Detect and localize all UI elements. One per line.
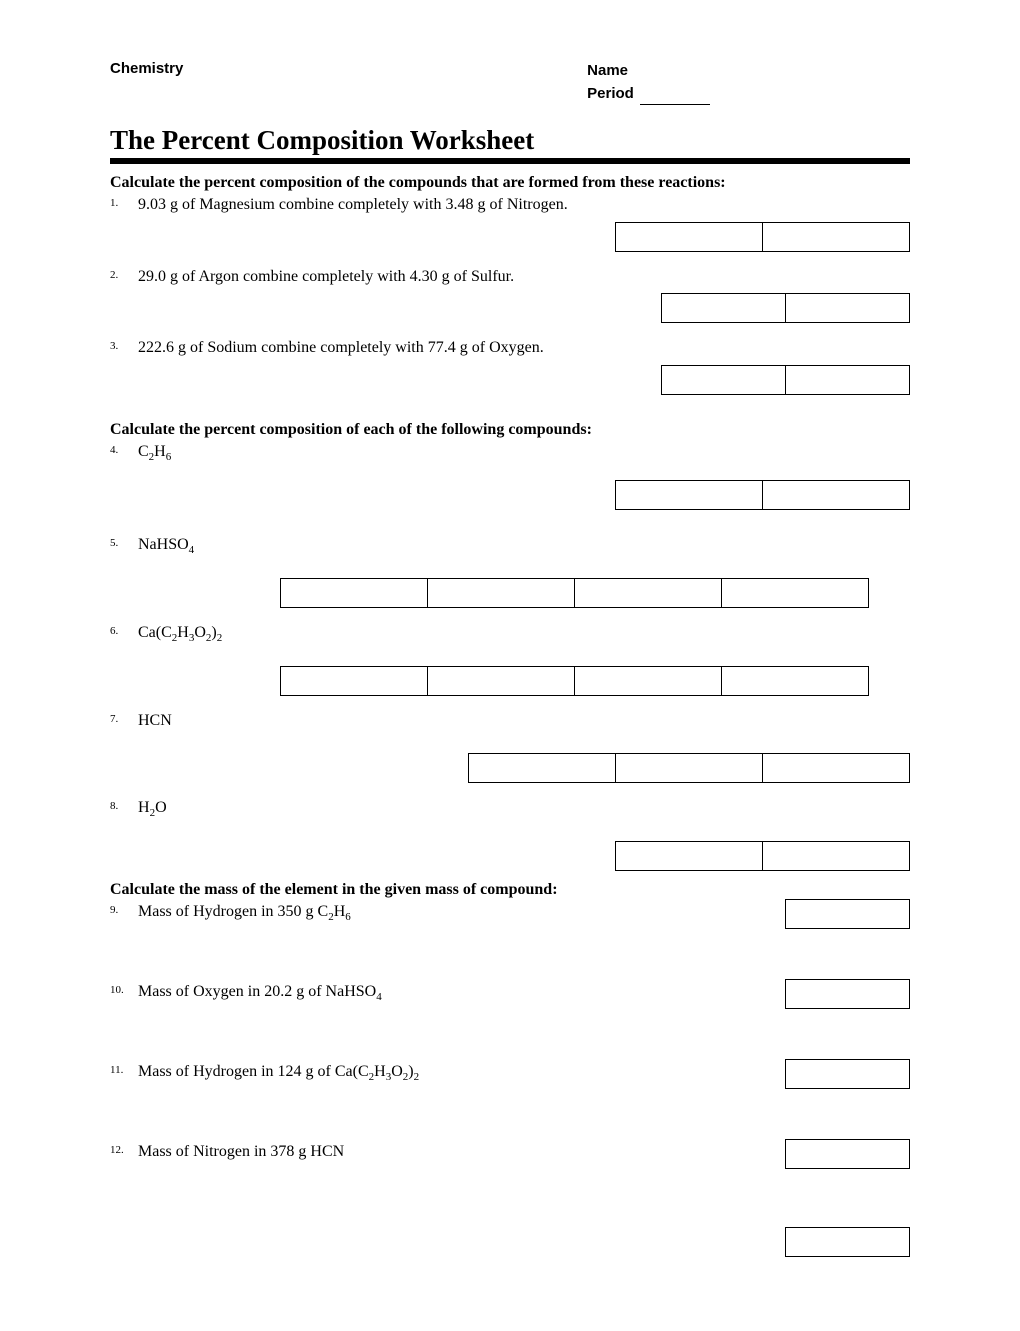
answer-row-extra [110,1227,910,1257]
period-label: Period [587,85,634,102]
question-number: 6. [110,625,118,637]
section-1-heading: Calculate the percent composition of the… [110,174,910,192]
answer-box[interactable] [785,293,910,323]
question-number: 7. [110,713,118,725]
question-text: H2O [138,797,910,819]
question-9: 9. Mass of Hydrogen in 350 g C2H6 [110,901,910,929]
question-2: 2. 29.0 g of Argon combine completely wi… [110,266,910,288]
question-number: 4. [110,444,118,456]
answer-row-q7 [110,753,910,783]
question-4: 4. C2H6 [110,441,910,463]
question-1: 1. 9.03 g of Magnesium combine completel… [110,194,910,216]
question-number: 9. [110,904,118,916]
question-text: Ca(C2H3O2)2 [138,622,910,644]
question-number: 12. [110,1144,124,1156]
worksheet-title: The Percent Composition Worksheet [110,125,910,156]
question-12: 12. Mass of Nitrogen in 378 g HCN [110,1141,910,1169]
question-number: 1. [110,197,118,209]
page-header: Chemistry Name Period [110,60,910,105]
period-row: Period [587,83,710,106]
question-text: NaHSO4 [138,534,910,556]
question-6: 6. Ca(C2H3O2)2 [110,622,910,644]
answer-box[interactable] [427,578,575,608]
answer-box[interactable] [468,753,616,783]
question-text: Mass of Hydrogen in 350 g C2H6 [138,901,785,923]
answer-box[interactable] [427,666,575,696]
question-number: 2. [110,269,118,281]
answer-box[interactable] [280,578,428,608]
answer-row-q3 [110,365,910,395]
answer-box[interactable] [574,666,722,696]
student-info: Name Period [587,60,910,105]
answer-box[interactable] [762,222,910,252]
answer-box[interactable] [762,480,910,510]
answer-box[interactable] [661,365,786,395]
section-3-heading: Calculate the mass of the element in the… [110,881,910,899]
answer-row-q1 [110,222,910,252]
subject-label: Chemistry [110,60,183,77]
answer-box[interactable] [280,666,428,696]
answer-row-q4 [110,480,910,510]
answer-row-q6 [280,666,910,696]
question-11: 11. Mass of Hydrogen in 124 g of Ca(C2H3… [110,1061,910,1089]
answer-box[interactable] [762,841,910,871]
question-8: 8. H2O [110,797,910,819]
question-number: 10. [110,984,124,996]
answer-box[interactable] [615,480,763,510]
question-text: C2H6 [138,441,910,463]
answer-box[interactable] [785,1227,910,1257]
question-number: 5. [110,537,118,549]
question-5: 5. NaHSO4 [110,534,910,556]
question-number: 8. [110,800,118,812]
answer-box[interactable] [762,753,910,783]
question-number: 3. [110,340,118,352]
answer-row-q2 [110,293,910,323]
section-2-heading: Calculate the percent composition of eac… [110,421,910,439]
question-text: Mass of Nitrogen in 378 g HCN [138,1141,785,1163]
answer-box[interactable] [615,841,763,871]
question-text: HCN [138,710,910,732]
answer-box[interactable] [615,753,763,783]
question-text: 9.03 g of Magnesium combine completely w… [138,194,910,216]
question-text: 29.0 g of Argon combine completely with … [138,266,910,288]
answer-box[interactable] [785,899,910,929]
answer-box[interactable] [661,293,786,323]
answer-box[interactable] [785,1139,910,1169]
question-3: 3. 222.6 g of Sodium combine completely … [110,337,910,359]
question-text: 222.6 g of Sodium combine completely wit… [138,337,910,359]
title-rule [110,158,910,164]
answer-row-q8 [110,841,910,871]
name-label: Name [587,60,710,83]
answer-box[interactable] [615,222,763,252]
answer-box[interactable] [785,979,910,1009]
answer-box[interactable] [785,365,910,395]
answer-box[interactable] [574,578,722,608]
question-number: 11. [110,1064,123,1076]
question-text: Mass of Hydrogen in 124 g of Ca(C2H3O2)2 [138,1061,785,1083]
answer-box[interactable] [785,1059,910,1089]
question-7: 7. HCN [110,710,910,732]
answer-box[interactable] [721,666,869,696]
answer-box[interactable] [721,578,869,608]
answer-row-q5 [280,578,910,608]
question-10: 10. Mass of Oxygen in 20.2 g of NaHSO4 [110,981,910,1009]
question-text: Mass of Oxygen in 20.2 g of NaHSO4 [138,981,785,1003]
period-blank[interactable] [640,104,710,105]
